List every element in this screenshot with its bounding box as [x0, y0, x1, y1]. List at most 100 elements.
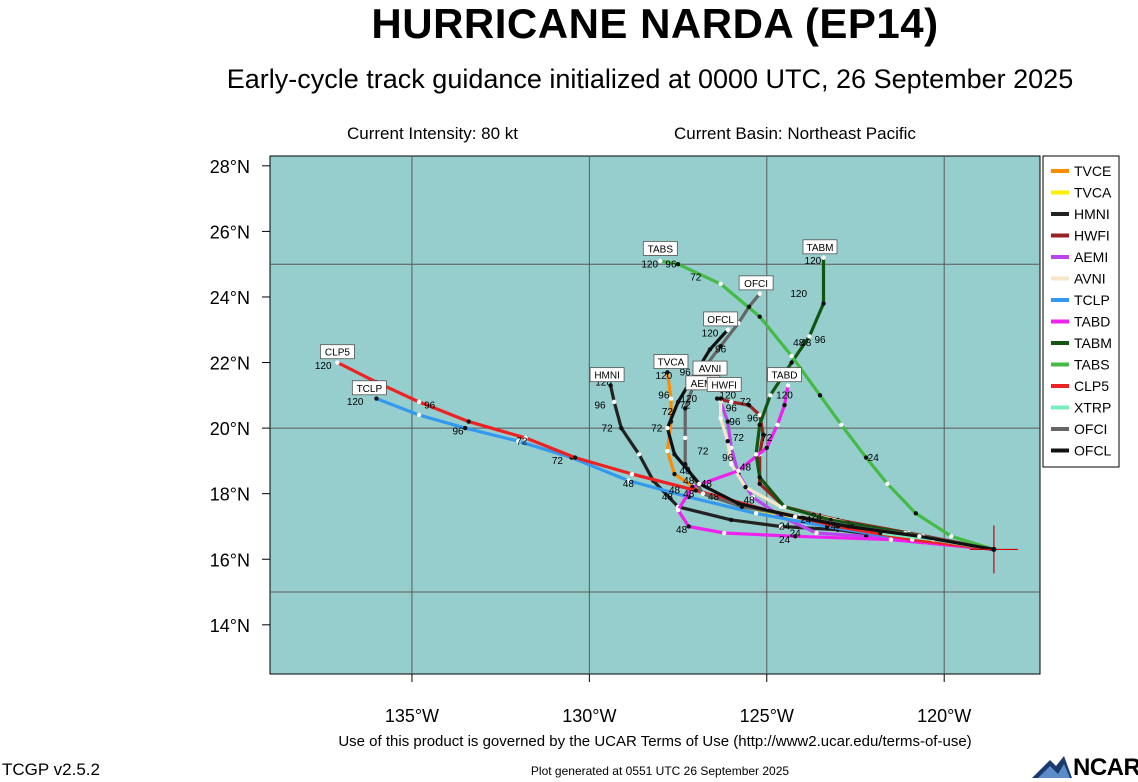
track-point-tclp [462, 425, 468, 431]
track-point-tabm [789, 360, 794, 365]
forecast-hour-label: 96 [453, 427, 465, 438]
forecast-hour-label: 96 [680, 368, 692, 379]
forecast-hour-label: 48 [683, 476, 695, 487]
forecast-hour-label: 120 [315, 361, 332, 372]
forecast-hour-label: 96 [715, 345, 727, 356]
model-box-label: AEMI [691, 379, 715, 390]
track-point-tabs [863, 455, 869, 460]
track-point-avni [718, 416, 723, 421]
track-point-tabm [821, 255, 826, 260]
track-point-tabm [782, 504, 787, 509]
model-box-label: TVCA [658, 358, 685, 369]
forecast-hour-label: 72 [680, 400, 692, 411]
track-point-tabm [807, 334, 812, 339]
model-box-bg [767, 367, 802, 383]
track-point-tabs [885, 481, 890, 487]
forecast-hour-label: 96 [726, 404, 738, 415]
track-point-hwfi [761, 432, 766, 437]
track-point-tabm [821, 301, 826, 306]
tick-label-lat: 28°N [210, 157, 250, 177]
ncar-logo-text: NCAR [1073, 754, 1138, 781]
forecast-hour-label: 120 [347, 397, 364, 408]
track-point-clp5 [335, 360, 340, 365]
track-point-ofcl [675, 399, 681, 405]
map-ocean [269, 155, 1041, 675]
forecast-hour-label: 48 [701, 479, 713, 490]
model-box-bg [589, 367, 625, 383]
track-point-tabs [913, 511, 919, 516]
track-point-tclp [753, 511, 759, 516]
tick-label-lat: 22°N [210, 354, 250, 374]
legend-label-tvca: TVCA [1074, 185, 1112, 201]
track-point-tabs [718, 281, 723, 287]
legend-label-tvce: TVCE [1074, 163, 1111, 179]
forecast-hour-label: 96 [814, 335, 826, 346]
track-point-tvce [665, 370, 670, 375]
track-point-avni [729, 461, 734, 467]
forecast-hour-label: 120 [790, 289, 807, 300]
legend-label-hwfi: HWFI [1074, 228, 1110, 244]
forecast-hour-label: 24 [779, 522, 791, 533]
forecast-hour-label: 72 [690, 273, 702, 284]
model-box-bg [738, 275, 774, 291]
tick-label-lon: 135°W [385, 706, 439, 726]
track-point-tabs [658, 258, 663, 264]
forecast-hour-label: 72 [516, 437, 528, 448]
track-tabd [676, 383, 996, 552]
storm-position-marker [969, 525, 1018, 574]
storm-center [991, 546, 997, 552]
track-point-tclp [626, 478, 631, 483]
forecast-hour-label: 96 [729, 417, 741, 428]
track-point-clp5 [416, 399, 422, 405]
track-point-aemi [725, 419, 730, 424]
model-box-label: TABM [806, 243, 833, 254]
track-point-ofci [746, 304, 752, 310]
track-point-ofcl [725, 327, 730, 332]
forecast-hour-label: 96 [658, 391, 670, 402]
current-intensity: Current Intensity: 80 kt [347, 124, 519, 143]
forecast-hour-label: 120 [656, 371, 673, 382]
forecast-hour-label: 120 [680, 394, 697, 405]
track-point-ofcl [665, 425, 670, 431]
model-box-label: HMNI [594, 371, 620, 382]
version-label: TCGP v2.5.2 [2, 760, 100, 779]
model-box-bg [320, 344, 355, 360]
tick-label-lat: 26°N [210, 222, 250, 242]
track-point-tabm [768, 393, 773, 398]
legend-label-tclp: TCLP [1074, 292, 1110, 308]
page-subtitle: Early-cycle track guidance initialized a… [226, 64, 1074, 94]
legend-label-ofci: OFCI [1074, 421, 1107, 437]
forecast-hour-label: 24 [800, 515, 812, 526]
model-box-label: TABD [772, 371, 798, 382]
model-box-bg [692, 360, 728, 376]
track-point-ofci [718, 343, 723, 349]
model-box-bg [703, 311, 739, 327]
legend-label-tabm: TABM [1074, 335, 1112, 351]
model-name-boxes: TABS TABM OFCI OFCL CLP5 TCLP TVCA HMNI AVNI AEMI… [320, 239, 838, 396]
forecast-hour-label: 96 [665, 259, 677, 270]
track-point-hwfi [714, 396, 720, 401]
forecast-hour-label: 48 [800, 338, 812, 349]
forecast-hour-label: 24 [779, 535, 791, 546]
legend-label-tabs: TABS [1074, 357, 1110, 373]
track-point-tabs [675, 261, 681, 267]
model-box-bg [802, 239, 838, 255]
tick-label-lat: 18°N [210, 485, 250, 505]
track-point-tabd [675, 507, 681, 513]
track-point-hmni [608, 383, 613, 388]
track-point-tabd [736, 468, 741, 473]
forecast-hour-label: 120 [776, 391, 793, 402]
model-box-bg [706, 377, 742, 392]
forecast-hour-label: 24 [790, 528, 802, 539]
forecast-hour-label: 72 [552, 456, 564, 467]
tick-label-lat: 20°N [210, 419, 250, 439]
forecast-hour-label: 48 [708, 492, 720, 503]
track-clp5 [335, 360, 996, 552]
track-point-tvce [672, 471, 677, 477]
model-box-bg [351, 380, 387, 396]
track-point-hmni [636, 452, 642, 457]
legend-label-avni: AVNI [1074, 271, 1106, 287]
track-point-tabd [888, 537, 894, 542]
model-box-label: HWFI [711, 380, 737, 391]
axis-ticks: 135°W 130°W 125°W 120°W 14°N 16°N 18°N 20°N 22°N… [210, 157, 972, 726]
